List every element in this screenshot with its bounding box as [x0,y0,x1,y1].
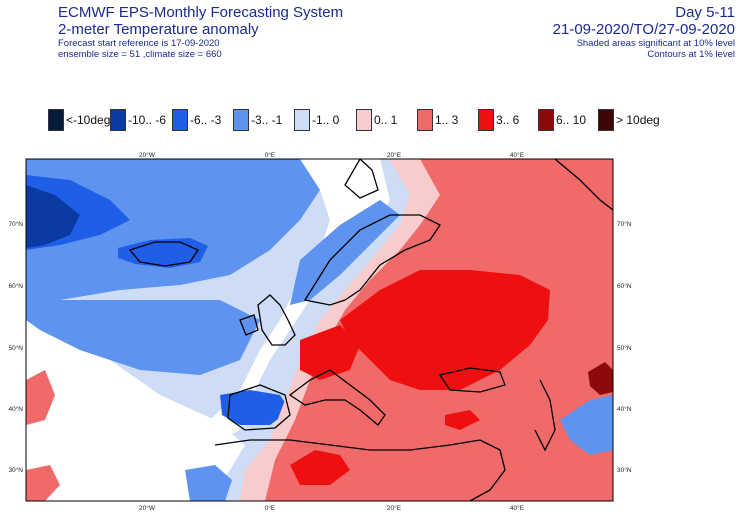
shade-medium-blue-sw [185,465,232,501]
shade-bright-red-turkey [445,410,480,430]
arctic-coast [554,159,613,211]
lat-tick-left: 50°N [8,344,23,352]
date-range: 21-09-2020/TO/27-09-2020 [552,21,735,38]
north-africa-coast [214,439,506,501]
iceland-outline [128,241,199,267]
shade-red-southwest [26,465,60,501]
shade-red-west [26,370,55,425]
chart-subtitle: 2-meter Temperature anomaly [58,21,259,38]
black-sea-outline [438,367,506,393]
legend-item: 3.. 6 [478,108,519,132]
lon-tick-top: 40°E [510,151,525,159]
shaded-note: Shaded areas significant at 10% level [576,38,735,49]
lon-tick-top: 20°E [387,151,402,159]
chart-title: ECMWF EPS-Monthly Forecasting System [58,4,344,21]
lat-tick-left: 30°N [8,466,23,474]
legend-label: <-10deg [66,113,111,127]
legend-swatch [110,109,126,131]
legend-label: -3.. -1 [251,113,283,127]
shade-medium-blue-nw [26,159,320,300]
legend-label: -6.. -3 [190,113,222,127]
header-left: ECMWF EPS-Monthly Forecasting System 2-m… [58,4,343,60]
map-frame [25,158,614,502]
lon-tick-bottom: 20°E [387,504,402,512]
shade-medium-blue-atlantic [26,300,260,375]
lat-tick-right: 70°N [617,220,632,228]
svalbard-outline [344,159,379,199]
legend-item: 1.. 3 [417,108,458,132]
shade-bright-red-central [300,325,360,380]
shade-dark-red [588,362,613,395]
legend-label: 0.. 1 [374,113,398,127]
legend-swatch [48,109,64,131]
shade-dark-blue-greenland [26,185,80,248]
shade-medium-blue-norway [290,200,400,305]
shade-medium-blue-east [560,395,613,455]
lon-tick-bottom: 0°E [265,504,276,512]
header-right: Day 5-11 21-09-2020/TO/27-09-2020 Shaded… [553,4,735,60]
anomaly-shading [26,159,613,501]
legend-label: 3.. 6 [496,113,520,127]
lon-tick-bottom: 20°W [139,504,156,512]
legend-item: 6.. 10 [538,108,586,132]
legend-item: -10.. -6 [110,108,166,132]
legend-label: 6.. 10 [556,113,587,127]
legend-item: -6.. -3 [172,108,221,132]
legend-item: > 10deg [598,108,660,132]
lat-tick-left: 40°N [8,405,23,413]
shade-bright-red-europe [340,270,550,390]
britain-outline [257,294,296,346]
contour-note: Contours at 1% level [647,49,735,60]
legend-item: 0.. 1 [356,108,397,132]
legend-swatch [417,109,433,131]
legend-item: <-10deg [48,108,110,132]
shade-bright-red-africa [290,450,350,485]
coastlines [128,159,613,501]
lon-tick-bottom: 40°E [510,504,525,512]
lat-tick-left: 60°N [8,282,23,290]
period-label: Day 5-11 [675,4,735,21]
legend-item: -3.. -1 [233,108,282,132]
lat-tick-right: 40°N [617,405,632,413]
shade-blue-iberia [220,390,290,425]
lat-tick-right: 30°N [617,466,632,474]
mediterranean-coast [288,369,386,426]
caspian-outline [534,379,556,452]
legend-label: -1.. 0 [312,113,340,127]
legend-swatch [233,109,249,131]
scandinavia-outline [303,214,441,306]
legend-swatch [172,109,188,131]
legend-label: 1.. 3 [435,113,459,127]
ensemble-size: ensemble size = 51 ,climate size = 660 [58,49,222,60]
iberia-outline [227,384,291,431]
lat-tick-left: 70°N [8,220,23,228]
start-reference: Forecast start reference is 17-09-2020 [58,38,220,49]
lat-tick-right: 50°N [617,344,632,352]
legend-swatch [538,109,554,131]
legend-swatch [356,109,372,131]
lat-tick-right: 60°N [617,282,632,290]
legend-label: > 10deg [616,113,660,127]
lon-tick-top: 20°W [139,151,156,159]
legend-label: -10.. -6 [128,113,167,127]
legend-swatch [294,109,310,131]
shade-blue-iceland [118,238,208,268]
ireland-outline [239,314,259,336]
legend-swatch [478,109,494,131]
legend-swatch [598,109,614,131]
lon-tick-top: 0°E [265,151,276,159]
legend-item: -1.. 0 [294,108,339,132]
